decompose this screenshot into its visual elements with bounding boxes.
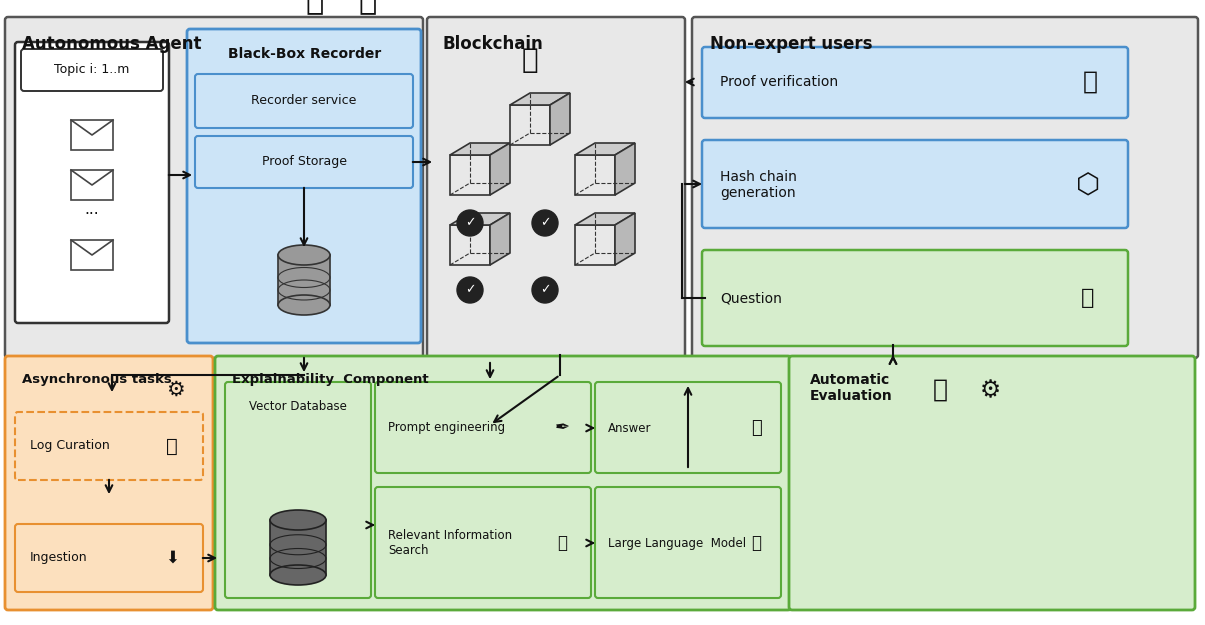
Polygon shape	[449, 143, 510, 155]
Text: ⬇: ⬇	[165, 549, 178, 567]
Text: ⑂: ⑂	[166, 436, 178, 456]
FancyBboxPatch shape	[195, 74, 413, 128]
Text: Asynchronous tasks: Asynchronous tasks	[22, 373, 172, 386]
Bar	[575, 155, 615, 195]
Bar	[575, 225, 615, 265]
Text: Relevant Information
Search: Relevant Information Search	[388, 529, 512, 557]
Circle shape	[531, 277, 558, 303]
Text: 📋: 📋	[933, 378, 947, 402]
Ellipse shape	[270, 510, 327, 530]
Text: ⬡: ⬡	[1076, 171, 1100, 199]
FancyBboxPatch shape	[214, 356, 790, 610]
Bar	[270, 520, 327, 575]
Circle shape	[457, 210, 483, 236]
FancyBboxPatch shape	[20, 49, 163, 91]
Text: Proof Storage: Proof Storage	[261, 156, 347, 169]
Polygon shape	[449, 213, 510, 225]
FancyBboxPatch shape	[595, 382, 781, 473]
Text: ✓: ✓	[540, 216, 551, 229]
Text: Hash chain
generation: Hash chain generation	[721, 170, 797, 200]
Polygon shape	[549, 93, 570, 145]
FancyBboxPatch shape	[692, 17, 1198, 358]
FancyBboxPatch shape	[14, 524, 202, 592]
Text: Proof verification: Proof verification	[721, 75, 839, 89]
Bar	[71, 170, 113, 200]
Ellipse shape	[278, 245, 330, 265]
Text: ✒: ✒	[554, 419, 570, 437]
FancyBboxPatch shape	[375, 487, 590, 598]
Ellipse shape	[278, 295, 330, 315]
Text: Blockchain: Blockchain	[443, 35, 543, 53]
FancyBboxPatch shape	[14, 42, 169, 323]
Text: ⚙: ⚙	[980, 378, 1000, 402]
Ellipse shape	[270, 565, 327, 585]
Bar	[278, 255, 330, 305]
Text: Non-expert users: Non-expert users	[710, 35, 872, 53]
Text: Prompt engineering: Prompt engineering	[388, 421, 505, 434]
Polygon shape	[575, 213, 635, 225]
Text: Question: Question	[721, 291, 782, 305]
Text: 🛡: 🛡	[1082, 70, 1098, 94]
Text: ...: ...	[84, 202, 99, 217]
Text: Large Language  Model: Large Language Model	[609, 536, 746, 549]
Polygon shape	[490, 143, 510, 195]
Text: ⚙: ⚙	[165, 380, 184, 400]
Text: 🔍: 🔍	[557, 534, 568, 552]
Text: Automatic
Evaluation: Automatic Evaluation	[810, 373, 893, 403]
Text: Log Curation: Log Curation	[30, 439, 110, 452]
Text: Recorder service: Recorder service	[252, 94, 357, 108]
FancyBboxPatch shape	[375, 382, 590, 473]
FancyBboxPatch shape	[225, 382, 371, 598]
Text: ✓: ✓	[465, 216, 475, 229]
Text: Topic i: 1..m: Topic i: 1..m	[54, 64, 130, 76]
Text: 📋: 📋	[522, 46, 539, 74]
Polygon shape	[615, 213, 635, 265]
Polygon shape	[490, 213, 510, 265]
Polygon shape	[575, 143, 635, 155]
Text: 🦾: 🦾	[359, 0, 377, 15]
FancyBboxPatch shape	[195, 136, 413, 188]
FancyBboxPatch shape	[703, 250, 1128, 346]
Text: 🤖: 🤖	[306, 0, 324, 15]
Bar	[71, 240, 113, 270]
Circle shape	[531, 210, 558, 236]
FancyBboxPatch shape	[703, 140, 1128, 228]
Polygon shape	[510, 93, 570, 105]
Text: Black-Box Recorder: Black-Box Recorder	[229, 47, 382, 61]
FancyBboxPatch shape	[703, 47, 1128, 118]
Text: 💬: 💬	[751, 419, 762, 437]
FancyBboxPatch shape	[5, 356, 213, 610]
Text: Ingestion: Ingestion	[30, 551, 88, 564]
Bar	[71, 120, 113, 150]
Text: 🧠: 🧠	[751, 534, 762, 552]
Text: ✓: ✓	[465, 284, 475, 296]
FancyBboxPatch shape	[789, 356, 1195, 610]
Bar	[449, 225, 490, 265]
Circle shape	[457, 277, 483, 303]
Text: Autonomous Agent: Autonomous Agent	[22, 35, 201, 53]
FancyBboxPatch shape	[595, 487, 781, 598]
Text: Vector Database: Vector Database	[249, 400, 347, 413]
FancyBboxPatch shape	[427, 17, 684, 358]
Text: Explainability  Component: Explainability Component	[233, 373, 429, 386]
Bar	[510, 105, 549, 145]
Bar	[449, 155, 490, 195]
FancyBboxPatch shape	[187, 29, 421, 343]
Text: ✓: ✓	[540, 284, 551, 296]
Polygon shape	[615, 143, 635, 195]
Text: Answer: Answer	[609, 421, 652, 434]
FancyBboxPatch shape	[5, 17, 423, 358]
FancyBboxPatch shape	[14, 412, 202, 480]
Text: 👤: 👤	[1081, 288, 1094, 308]
